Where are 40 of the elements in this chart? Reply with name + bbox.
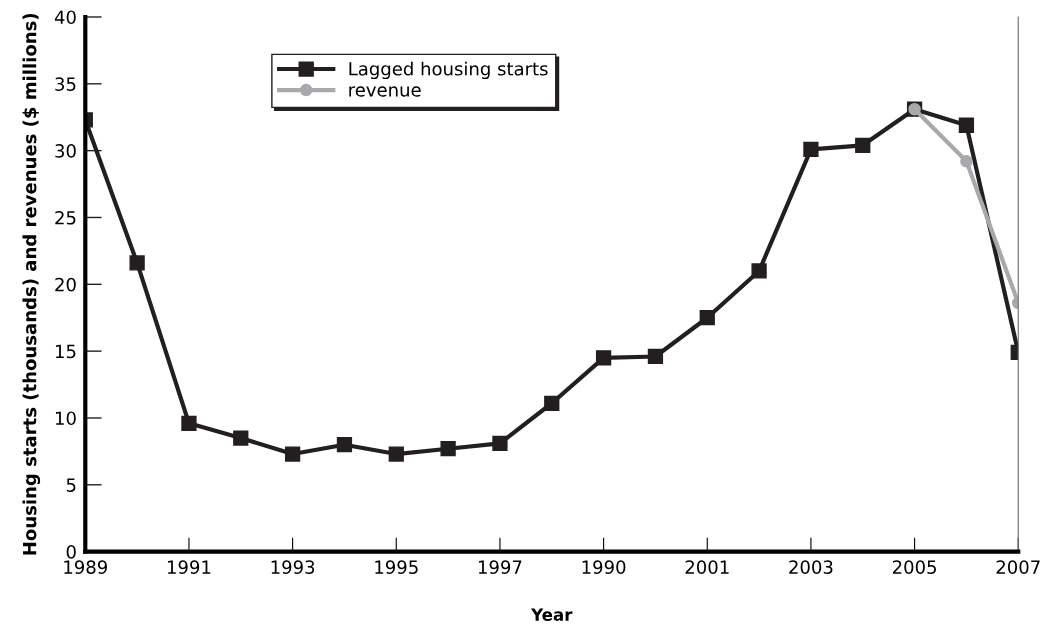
y-tick-label: 25 bbox=[55, 210, 76, 225]
point bbox=[336, 437, 353, 453]
point bbox=[699, 310, 715, 326]
point bbox=[440, 441, 456, 457]
y-tick-label: 0 bbox=[66, 545, 76, 559]
point bbox=[388, 446, 404, 462]
x-tick-label: 1997 bbox=[478, 560, 522, 574]
point bbox=[233, 430, 249, 446]
point bbox=[181, 415, 197, 431]
x-tick-label: 1991 bbox=[167, 560, 211, 574]
y-axis-title: Housing starts (thousands) and revenues ($ millions) bbox=[22, 13, 41, 555]
point bbox=[492, 435, 508, 452]
x-tick-label: 2001 bbox=[685, 560, 729, 574]
x-tick-label: 1993 bbox=[271, 560, 315, 574]
y-tick-label: 30 bbox=[55, 144, 76, 158]
point bbox=[855, 137, 871, 153]
y-tick-label: 20 bbox=[55, 277, 76, 292]
x-tick-label: 1990 bbox=[582, 560, 626, 574]
x-tick-label: 1995 bbox=[375, 560, 418, 574]
x-tick-label: 1989 bbox=[64, 560, 107, 574]
point bbox=[595, 350, 612, 366]
y-tick-label: 40 bbox=[54, 10, 76, 25]
y-tick-label: 5 bbox=[66, 478, 76, 492]
point bbox=[544, 395, 560, 411]
point bbox=[751, 263, 767, 279]
x-tick-label: 2007 bbox=[996, 560, 1040, 574]
point bbox=[284, 446, 301, 462]
x-axis-title: Year bbox=[530, 608, 573, 621]
point bbox=[958, 117, 975, 133]
x-tick-label: 2005 bbox=[892, 560, 936, 574]
y-tick-label: 15 bbox=[55, 344, 76, 359]
y-tick-label: 10 bbox=[55, 411, 76, 426]
point bbox=[647, 348, 664, 365]
legend-label: revenue bbox=[349, 86, 421, 97]
point bbox=[129, 255, 145, 271]
legend-label: Lagged housing starts bbox=[349, 61, 548, 80]
point bbox=[803, 141, 819, 157]
point bbox=[960, 155, 973, 168]
y-tick-label: 35 bbox=[55, 77, 76, 91]
x-tick-label: 2003 bbox=[789, 560, 833, 574]
